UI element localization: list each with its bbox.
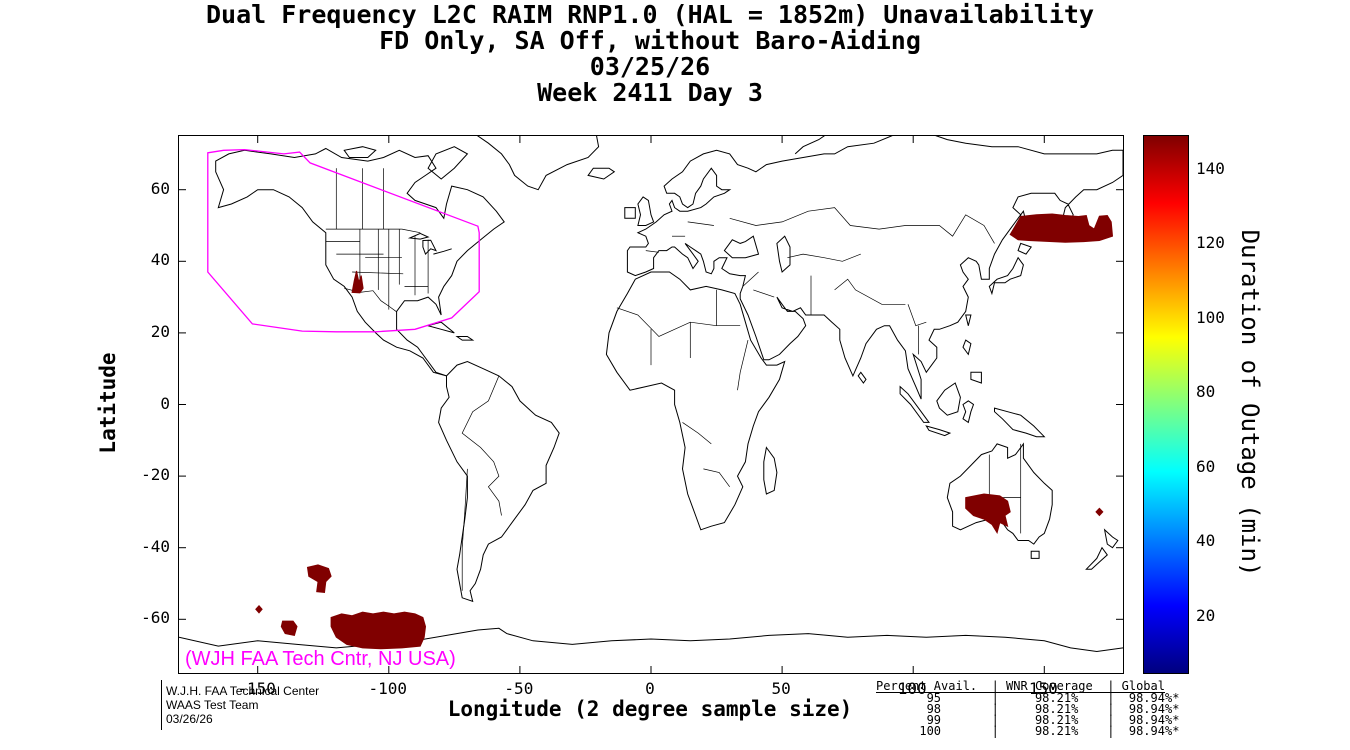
y-tick-label: 0 — [160, 393, 170, 413]
table-header: Percent Avail. | WNR Coverage | Global — [876, 679, 1165, 693]
map-plot-area: (WJH FAA Tech Cntr, NJ USA) — [178, 135, 1124, 674]
table-rows: 95 | 98.21% | 98.94%* 98 | 98.21% | 98.9… — [919, 691, 1180, 738]
y-tick-label: -40 — [141, 536, 170, 556]
title-line-2: FD Only, SA Off, without Baro-Aiding — [379, 26, 921, 55]
colorbar-tick-label: 40 — [1196, 531, 1216, 551]
x-tick-label: 0 — [645, 679, 655, 698]
colorbar-tick-label: 60 — [1196, 456, 1216, 476]
title-line-1: Dual Frequency L2C RAIM RNP1.0 (HAL = 18… — [205, 0, 1095, 29]
y-tick-label: 40 — [150, 250, 170, 270]
credit-line-2: WAAS Test Team — [166, 698, 259, 712]
colorbar-tick-label: 100 — [1196, 307, 1225, 327]
colorbar-tick-label: 20 — [1196, 606, 1216, 626]
y-axis-label: Latitude — [96, 352, 120, 454]
availability-table: Percent Avail. | WNR Coverage | Global 9… — [876, 679, 1180, 738]
credit-block: W.J.H. FAA Technical Center WAAS Test Te… — [166, 684, 319, 726]
y-tick-label: 60 — [150, 178, 170, 198]
x-tick-label: -150 — [237, 679, 276, 698]
x-axis-label: Longitude (2 degree sample size) — [447, 697, 853, 721]
y-tick-label: -20 — [141, 465, 170, 485]
colorbar-tick-label: 80 — [1196, 382, 1216, 402]
y-tick-label: -60 — [141, 608, 170, 628]
x-tick-label: 150 — [1028, 679, 1058, 698]
x-tick-label: -100 — [368, 679, 408, 698]
credit-line-1: W.J.H. FAA Technical Center — [166, 684, 320, 698]
x-tick-label: 100 — [897, 679, 927, 698]
title-line-4: Week 2411 Day 3 — [537, 78, 763, 107]
colorbar-tick-label: 120 — [1196, 233, 1225, 253]
credit-line-3: 03/26/26 — [166, 712, 213, 726]
colorbar-tick-label: 140 — [1196, 158, 1225, 178]
title-line-3: 03/25/26 — [589, 52, 711, 81]
colorbar — [1143, 135, 1189, 674]
y-tick-label: 20 — [150, 321, 170, 341]
x-tick-label: 50 — [771, 679, 791, 698]
world-map — [179, 136, 1123, 673]
x-tick-label: -50 — [504, 679, 534, 698]
divider — [161, 680, 162, 730]
colorbar-label: Duration of Outage (min) — [1236, 229, 1264, 577]
plot-title-block: Dual Frequency L2C RAIM RNP1.0 (HAL = 18… — [178, 2, 1122, 106]
waas-annotation: (WJH FAA Tech Cntr, NJ USA) — [185, 648, 456, 670]
